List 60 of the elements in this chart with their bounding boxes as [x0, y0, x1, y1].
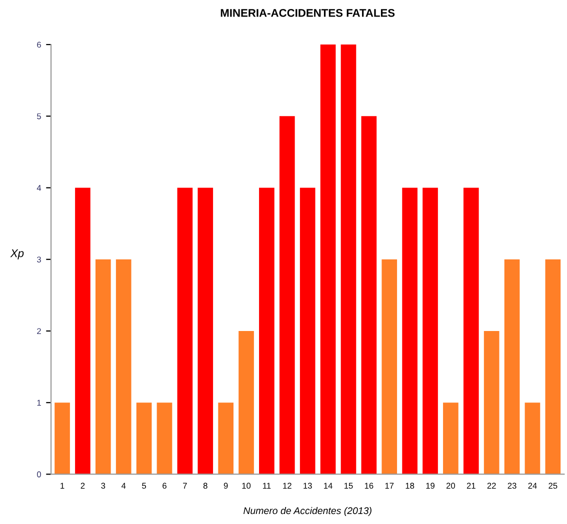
x-tick-label: 9: [224, 482, 228, 489]
x-tick-label: 7: [183, 482, 187, 489]
x-tick-label: 15: [344, 482, 353, 489]
y-tick-label: 5: [37, 113, 41, 120]
bar: [382, 259, 398, 474]
x-tick-label: 8: [203, 482, 208, 489]
bar: [259, 188, 274, 474]
bar: [484, 330, 500, 474]
x-tick-label: 2: [80, 482, 85, 489]
y-tick-label: 1: [37, 400, 41, 406]
bar: [320, 44, 336, 474]
bar: [198, 188, 214, 474]
bar: [177, 188, 193, 474]
x-tick-label: 17: [385, 482, 394, 489]
x-tick-label: 4: [121, 482, 126, 489]
bar: [136, 402, 152, 474]
x-tick-label: 16: [364, 482, 374, 489]
bar: [116, 259, 132, 474]
y-axis-title: Xp: [10, 249, 24, 260]
x-tick-label: 5: [142, 482, 146, 489]
x-tick-label: 11: [263, 482, 271, 489]
y-tick-label: 3: [36, 256, 41, 262]
x-tick-label: 18: [406, 482, 414, 489]
bar: [300, 188, 316, 474]
chart-title: MINERIA-ACCIDENTES FATALES: [220, 9, 395, 17]
y-tick-label: 6: [37, 42, 41, 48]
bar: [75, 188, 90, 474]
bar: [402, 188, 418, 474]
x-tick-label: 21: [466, 482, 476, 489]
x-tick-label: 10: [242, 482, 251, 489]
x-tick-label: 23: [508, 482, 516, 489]
bar: [238, 330, 254, 474]
bar: [443, 402, 458, 474]
x-tick-label: 20: [446, 482, 456, 489]
x-tick-label: 12: [283, 482, 292, 489]
bar: [361, 116, 377, 474]
bar: [340, 44, 356, 474]
x-tick-label: 14: [324, 482, 332, 489]
y-tick-label: 2: [37, 328, 41, 334]
bar: [524, 402, 540, 474]
x-tick-label: 13: [304, 482, 312, 489]
x-tick-label: 6: [162, 482, 166, 489]
x-tick-label: 1: [60, 482, 64, 489]
bar: [504, 259, 520, 474]
x-tick-label: 3: [101, 482, 106, 489]
x-tick-label: 25: [548, 482, 558, 489]
bar: [54, 402, 70, 474]
x-axis-title: Numero de Accidentes (2013): [244, 506, 372, 516]
x-tick-label: 19: [426, 482, 434, 489]
bar: [422, 188, 438, 474]
bar: [463, 188, 479, 474]
bar: [156, 402, 172, 474]
bar: [545, 259, 561, 474]
bar: [218, 402, 234, 474]
x-tick-label: 24: [528, 482, 537, 489]
bar: [279, 116, 295, 474]
x-tick-label: 22: [487, 482, 496, 489]
y-tick-label: 4: [36, 185, 42, 191]
bar: [95, 259, 111, 474]
y-tick-label: 0: [37, 471, 41, 478]
